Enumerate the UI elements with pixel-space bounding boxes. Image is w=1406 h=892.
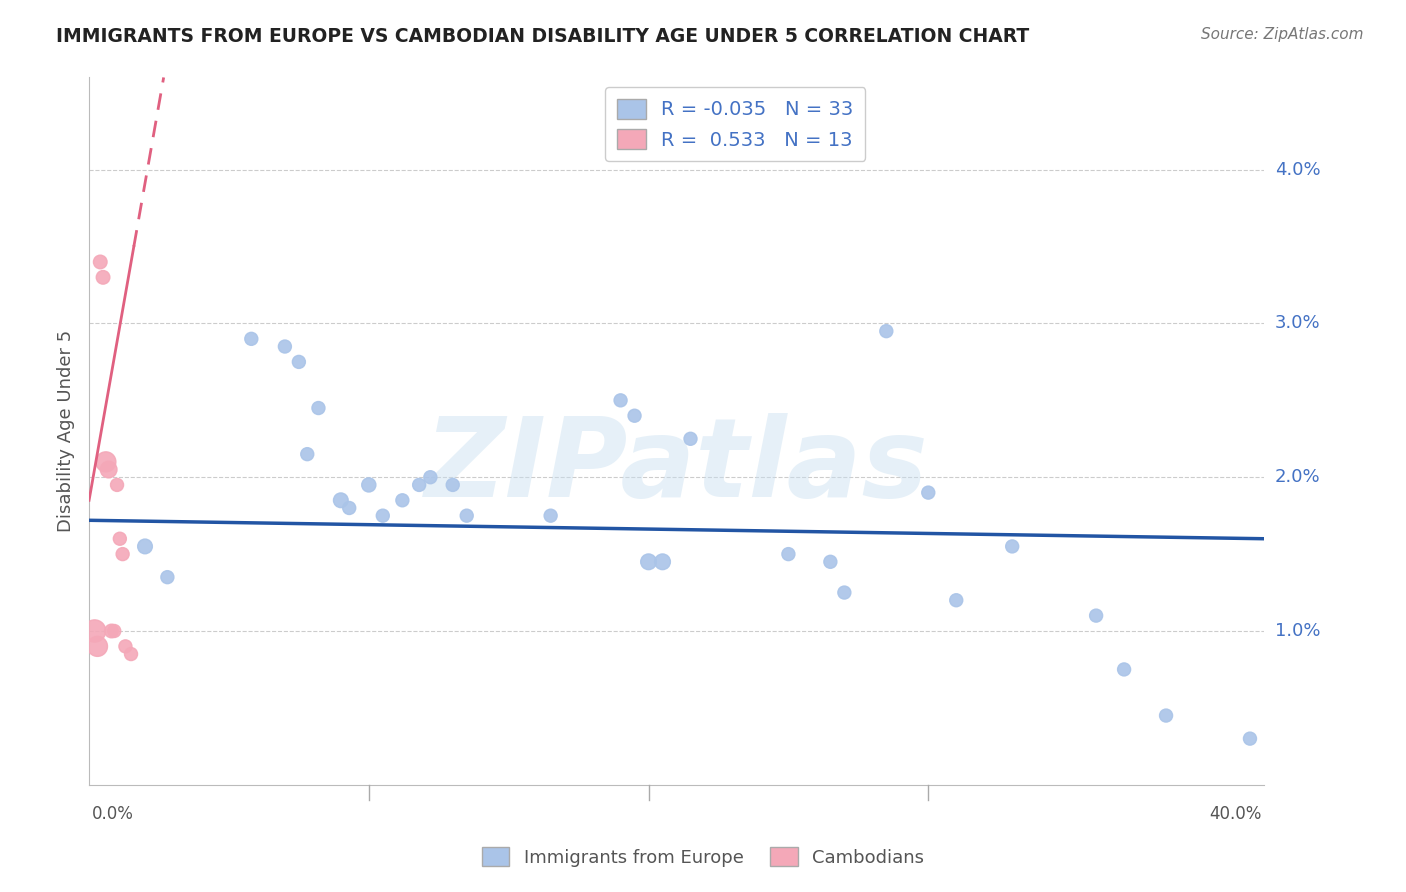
Text: 1.0%: 1.0% [1275, 622, 1320, 640]
Point [623, 409, 645, 423]
Point [419, 470, 441, 484]
Point [540, 508, 562, 523]
Legend: Immigrants from Europe, Cambodians: Immigrants from Europe, Cambodians [475, 840, 931, 874]
Point [679, 432, 702, 446]
Point [307, 401, 329, 415]
Point [651, 555, 673, 569]
Point [91, 270, 114, 285]
Text: IMMIGRANTS FROM EUROPE VS CAMBODIAN DISABILITY AGE UNDER 5 CORRELATION CHART: IMMIGRANTS FROM EUROPE VS CAMBODIAN DISA… [56, 27, 1029, 45]
Point [134, 540, 156, 554]
Point [408, 478, 430, 492]
Point [94, 455, 117, 469]
Point [945, 593, 967, 607]
Point [274, 339, 297, 353]
Point [240, 332, 263, 346]
Point [108, 532, 131, 546]
Point [288, 355, 311, 369]
Point [100, 624, 122, 638]
Point [1001, 540, 1024, 554]
Point [637, 555, 659, 569]
Text: 3.0%: 3.0% [1275, 315, 1320, 333]
Text: 0.0%: 0.0% [91, 805, 134, 823]
Text: 2.0%: 2.0% [1275, 468, 1320, 486]
Legend: R = -0.035   N = 33, R =  0.533   N = 13: R = -0.035 N = 33, R = 0.533 N = 13 [605, 87, 866, 161]
Point [456, 508, 478, 523]
Point [337, 500, 360, 515]
Point [875, 324, 897, 338]
Point [1112, 662, 1135, 676]
Point [441, 478, 464, 492]
Point [1239, 731, 1261, 746]
Point [820, 555, 842, 569]
Point [329, 493, 352, 508]
Text: 4.0%: 4.0% [1275, 161, 1320, 178]
Point [1085, 608, 1108, 623]
Point [86, 640, 108, 654]
Point [917, 485, 939, 500]
Point [1154, 708, 1177, 723]
Point [357, 478, 380, 492]
Point [105, 478, 128, 492]
Text: Source: ZipAtlas.com: Source: ZipAtlas.com [1201, 27, 1364, 42]
Point [114, 640, 136, 654]
Text: 40.0%: 40.0% [1209, 805, 1261, 823]
Point [89, 255, 111, 269]
Point [120, 647, 142, 661]
Point [371, 508, 394, 523]
Point [156, 570, 179, 584]
Text: ZIPatlas: ZIPatlas [425, 413, 928, 520]
Point [609, 393, 631, 408]
Point [297, 447, 319, 461]
Point [834, 585, 856, 599]
Point [103, 624, 125, 638]
Point [111, 547, 134, 561]
Y-axis label: Disability Age Under 5: Disability Age Under 5 [58, 330, 75, 533]
Point [778, 547, 800, 561]
Point [97, 462, 120, 476]
Point [391, 493, 413, 508]
Point [83, 624, 105, 638]
